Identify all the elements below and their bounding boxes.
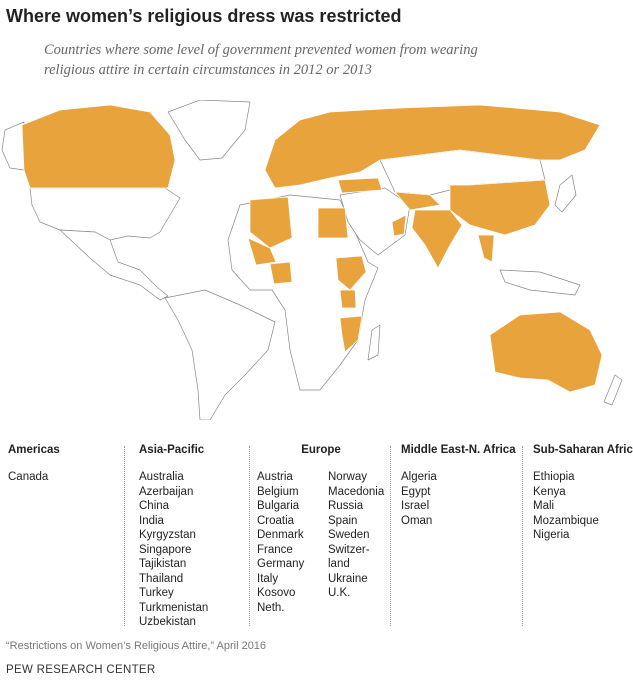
country: Switzer- land [328,543,370,571]
country: Ukraine [328,572,368,585]
world-map [1,100,623,420]
country: Kenya [533,485,566,498]
divider [249,446,250,626]
country: Australia [139,471,184,483]
country: Croatia [257,514,295,527]
country: Mali [533,500,555,512]
country-list: Austria Belgium Bulgaria Croatia Denmark Fran… [257,470,385,615]
country: Norway [328,471,367,483]
region-column: Americas Canada [8,444,118,485]
country: Oman [401,514,433,527]
country-list: Australia Azerbaijan China India Kyrgyzstan S… [139,470,244,630]
region-name: Asia-Pacific [139,444,205,456]
title: Where women’s religious dress was restri… [6,6,402,26]
country: Austria [257,471,293,483]
country: Egypt [401,485,431,498]
country: France [257,543,293,556]
country: Russia [328,500,364,512]
divider [522,446,523,626]
region-name: Europe [301,444,341,456]
country: Denmark [257,529,304,541]
restricted-countries [21,104,603,393]
divider [390,446,391,626]
country-list: Canada [8,470,118,485]
country-list: Ethiopia Kenya Mali Mozambique Nigeria [533,470,633,543]
country: Sweden [328,529,370,541]
country-list: Algeria Egypt Israel Oman [401,470,519,528]
country: Kosovo [257,587,296,599]
country: Germany [257,558,305,570]
region-column: Europe Austria Belgium Bulgaria Croatia Denma… [257,444,385,615]
subtitle: Countries where some level of government… [44,42,478,78]
country: Bulgaria [257,500,300,512]
divider [124,446,125,626]
country: China [139,500,170,512]
country: Turkey [139,587,174,599]
footer: PEW RESEARCH CENTER [6,664,156,676]
region-name: Middle East-N. Africa [401,444,516,456]
country: Neth. [257,601,285,614]
country: Thailand [139,572,184,585]
country: Kyrgyzstan [139,529,196,541]
country: Belgium [257,485,299,498]
country: U.K. [328,587,351,599]
region-name: Americas [8,444,60,456]
country: Tajikistan [139,558,187,570]
country: Algeria [401,471,437,483]
region-column: Asia-Pacific Australia Azerbaijan China Indi… [139,444,244,630]
region-name: Sub-Saharan Africa [533,444,633,456]
region-column: Sub-Saharan Africa Ethiopia Kenya Mali Mozam… [533,444,633,543]
country: Singapore [139,543,192,556]
country: Macedonia [328,485,385,498]
region-column: Middle East-N. Africa Algeria Egypt Israel O… [401,444,519,528]
country: Turkmenistan [139,601,209,614]
country: Azerbaijan [139,485,194,498]
country: Canada [8,471,49,483]
country: India [139,514,164,527]
country: Israel [401,500,430,512]
country: Uzbekistan [139,616,196,628]
source: “Restrictions on Women’s Religious Attir… [6,640,267,652]
country: Mozambique [533,514,599,527]
country: Ethiopia [533,471,575,483]
country: Spain [328,514,358,527]
country: Nigeria [533,529,570,541]
country: Italy [257,572,279,585]
